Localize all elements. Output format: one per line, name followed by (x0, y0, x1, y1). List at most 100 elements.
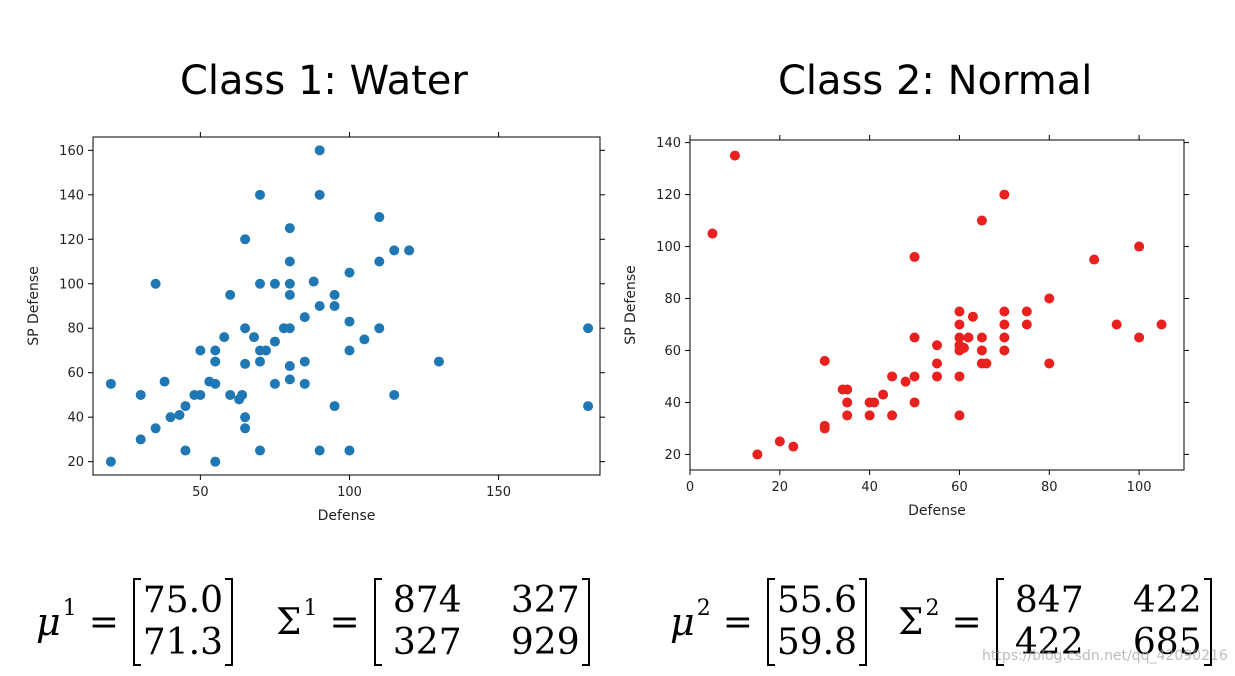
data-point (1021, 306, 1032, 317)
y-tick-label: 40 (664, 396, 681, 411)
data-point (240, 412, 251, 423)
x-tick-label: 100 (1127, 480, 1152, 495)
covariance-matrix: 874 327 327 929 (373, 578, 590, 666)
data-point (842, 384, 853, 395)
data-point (255, 278, 266, 289)
data-point (225, 389, 236, 400)
data-point (260, 345, 271, 356)
y-tick-label: 100 (59, 277, 84, 292)
data-point (1134, 332, 1145, 343)
plot-frame (689, 139, 1185, 471)
data-point (269, 378, 280, 389)
data-point (150, 278, 161, 289)
data-point (1156, 319, 1167, 330)
data-point (1044, 358, 1055, 369)
data-point (150, 423, 161, 434)
data-point (284, 374, 295, 385)
y-tick-label: 100 (656, 240, 681, 255)
data-point (195, 345, 206, 356)
data-point (284, 361, 295, 372)
covariance-value: 685 (1132, 622, 1202, 663)
data-point (954, 371, 965, 382)
data-point (976, 345, 987, 356)
data-point (344, 345, 355, 356)
data-point (249, 332, 260, 343)
data-point (269, 336, 280, 347)
data-point (963, 332, 974, 343)
data-point (869, 397, 880, 408)
data-point (932, 358, 942, 369)
mu-superscript: 2 (696, 595, 711, 621)
data-point (284, 256, 295, 267)
data-point (180, 401, 191, 412)
data-point (433, 356, 444, 367)
covariance-value: 422 (1132, 580, 1202, 621)
data-point (389, 389, 400, 400)
y-tick-label: 80 (67, 322, 84, 337)
mean-value: 55.6 (776, 580, 858, 621)
x-axis-label: Defense (908, 503, 966, 519)
mu-superscript: 1 (62, 595, 77, 621)
data-point (752, 449, 763, 460)
data-point (842, 410, 853, 421)
mean-value: 75.0 (142, 580, 224, 621)
covariance-value: 874 (392, 580, 462, 621)
y-tick-label: 60 (67, 366, 84, 381)
data-point (583, 323, 594, 334)
data-point (135, 389, 146, 400)
data-point (159, 376, 170, 387)
y-tick-label: 120 (656, 188, 681, 203)
data-point (344, 445, 355, 456)
watermark: https://blog.csdn.net/qq_42090216 (982, 648, 1228, 664)
sigma-symbol: Σ (276, 601, 302, 643)
covariance-value: 327 (392, 622, 462, 663)
x-tick-label: 60 (951, 480, 968, 495)
x-tick-label: 50 (192, 485, 209, 500)
data-point (954, 306, 965, 317)
covariance-value: 929 (510, 622, 580, 663)
data-point (269, 278, 280, 289)
data-point (864, 410, 875, 421)
y-tick-label: 140 (59, 188, 84, 203)
data-point (374, 256, 385, 267)
data-point (909, 397, 920, 408)
equals-sign: = (88, 601, 119, 643)
data-point (981, 358, 992, 369)
data-point (1089, 254, 1100, 265)
data-point (878, 389, 889, 400)
x-tick-label: 80 (1041, 480, 1058, 495)
data-point (374, 212, 385, 223)
data-point (180, 445, 191, 456)
data-point (1134, 241, 1145, 252)
data-point (240, 423, 251, 434)
data-point (174, 409, 185, 420)
data-point (819, 355, 830, 366)
data-point (165, 412, 176, 423)
x-tick-label: 20 (772, 480, 789, 495)
data-point (255, 189, 266, 200)
x-axis-label: Defense (318, 508, 376, 524)
data-point (105, 378, 116, 389)
data-point (308, 276, 319, 287)
data-point (954, 410, 965, 421)
data-point (976, 332, 987, 343)
data-point (314, 301, 325, 311)
data-point (284, 223, 295, 234)
y-tick-label: 40 (67, 411, 84, 426)
data-point (1044, 293, 1055, 304)
data-point (404, 245, 415, 256)
x-tick-label: 100 (337, 485, 362, 500)
data-point (1021, 319, 1032, 330)
normal-scatter-chart: 0 20 40 60 80 100 20 40 60 80 100 120 140 Defense SP D… (623, 135, 1189, 519)
mean-vector-matrix: 55.6 59.8 (766, 578, 868, 666)
data-point (314, 189, 325, 200)
data-point (344, 267, 355, 278)
data-point (219, 332, 230, 343)
water-scatter-chart: 50 100 150 20 40 60 80 100 120 140 160 Defense SP De… (26, 132, 605, 524)
data-point (774, 436, 785, 447)
